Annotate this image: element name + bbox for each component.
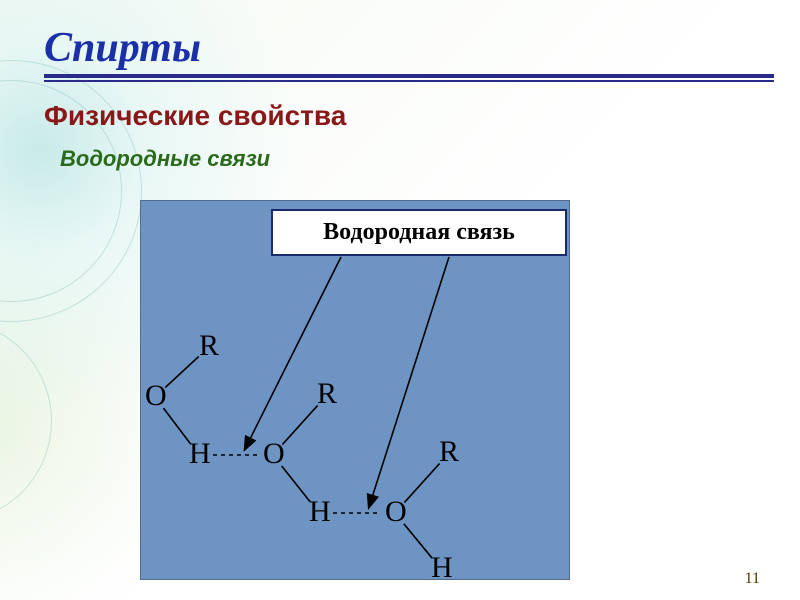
covalent-bond-O3-H3 <box>404 524 432 558</box>
hydrogen-bond-diagram: Водородная связь ORHORHORH <box>140 200 570 580</box>
slide-subtitle: Физические свойства <box>44 100 780 132</box>
label-arrow-1 <box>245 257 341 449</box>
covalent-bond-O3-R3 <box>404 463 439 502</box>
slide-title: Спирты <box>44 24 780 72</box>
diagram-label-box: Водородная связь <box>271 209 567 256</box>
atom-O2: O <box>263 437 285 471</box>
atom-H3: H <box>431 551 453 585</box>
atom-O1: O <box>145 379 167 413</box>
atom-R2: R <box>317 377 337 411</box>
covalent-bond-O1-R1 <box>165 357 198 388</box>
atom-R3: R <box>439 435 459 469</box>
slide-number: 11 <box>745 570 760 588</box>
covalent-bond-O1-H1 <box>163 408 190 444</box>
diagram-label-text: Водородная связь <box>323 219 515 245</box>
atom-R1: R <box>199 329 219 363</box>
title-underline-thick <box>44 74 774 78</box>
covalent-bond-O2-H2 <box>282 466 311 502</box>
label-arrow-2 <box>369 257 449 507</box>
atom-O3: O <box>385 495 407 529</box>
diagram-svg <box>141 201 571 581</box>
title-underline-thin <box>44 80 774 82</box>
atom-H1: H <box>189 437 211 471</box>
atom-H2: H <box>309 495 331 529</box>
slide-subsubtitle: Водородные связи <box>60 146 780 172</box>
slide-content: Спирты Физические свойства Водородные св… <box>44 24 780 172</box>
covalent-bond-O2-R2 <box>282 405 317 444</box>
